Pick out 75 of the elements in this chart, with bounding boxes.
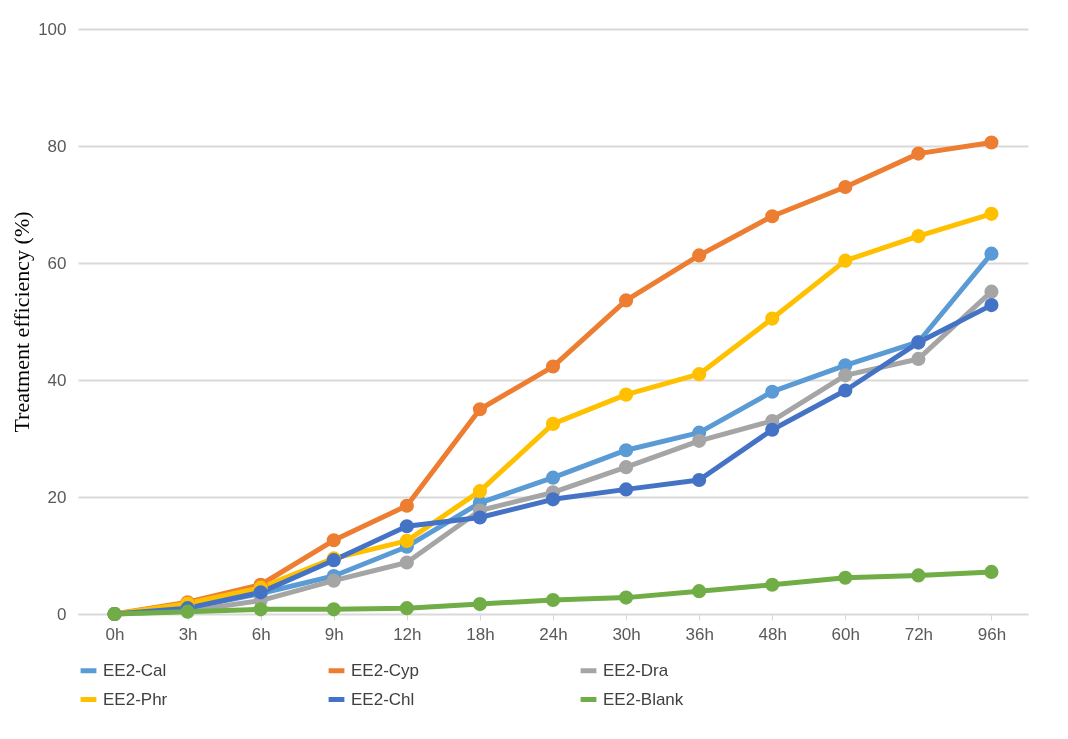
legend-label: EE2-Cal <box>103 660 167 680</box>
x-tick-label: 48h <box>758 624 787 644</box>
point <box>326 602 341 617</box>
point <box>984 135 999 150</box>
legend-label: EE2-Blank <box>603 689 684 709</box>
y-tick-label: 80 <box>47 136 67 156</box>
point <box>399 519 414 534</box>
x-tick-label: 0h <box>105 624 125 644</box>
point <box>472 597 487 612</box>
point <box>619 443 634 458</box>
point <box>838 368 853 383</box>
point <box>619 387 634 402</box>
point <box>765 422 780 437</box>
x-tick-label: 60h <box>831 624 860 644</box>
x-tick-label: 12h <box>393 624 422 644</box>
point <box>984 246 999 261</box>
legend-label: EE2-Chl <box>351 689 415 709</box>
y-tick-label: 0 <box>57 604 67 624</box>
point <box>984 564 999 579</box>
point <box>911 351 926 366</box>
x-tick-label: 18h <box>466 624 495 644</box>
point <box>253 602 268 617</box>
point <box>545 592 561 608</box>
x-tick-label: 36h <box>685 624 714 644</box>
x-tick-label: 6h <box>251 624 271 644</box>
point <box>472 510 487 525</box>
point <box>692 433 707 448</box>
x-tick-label: 96h <box>977 624 1007 644</box>
point <box>838 179 853 195</box>
point <box>619 460 634 475</box>
y-tick-label: 20 <box>47 487 67 507</box>
point <box>765 384 780 399</box>
y-axis-title: Treatment efficiency (%) <box>9 211 35 433</box>
point <box>545 416 561 431</box>
y-tick-label: 40 <box>47 370 67 390</box>
point <box>765 577 780 592</box>
point <box>326 573 341 588</box>
point <box>399 533 414 548</box>
point <box>911 568 926 583</box>
point <box>692 248 707 263</box>
x-tick-label: 30h <box>612 624 641 644</box>
x-tick-label: 72h <box>904 624 934 644</box>
point <box>911 146 926 161</box>
point <box>399 601 414 616</box>
point <box>545 492 561 507</box>
x-tick-label: 9h <box>324 624 344 644</box>
y-tick-label: 60 <box>47 253 67 273</box>
point <box>399 498 414 513</box>
point <box>326 533 341 548</box>
point <box>472 402 487 417</box>
legend-label: EE2-Dra <box>603 660 669 680</box>
point <box>545 359 561 374</box>
point <box>619 293 634 308</box>
point <box>984 284 999 299</box>
point <box>838 383 853 398</box>
point <box>692 472 707 488</box>
point <box>692 584 707 599</box>
y-tick-label: 100 <box>38 19 67 39</box>
point <box>692 367 707 382</box>
point <box>399 555 414 570</box>
x-tick-label: 24h <box>539 624 568 644</box>
point <box>765 311 780 326</box>
point <box>545 470 561 485</box>
point <box>472 484 487 499</box>
x-tick-label: 3h <box>178 624 198 644</box>
point <box>765 209 780 224</box>
point <box>838 253 853 268</box>
legend-label: EE2-Phr <box>103 689 168 709</box>
legend-label: EE2-Cyp <box>351 660 420 680</box>
point <box>911 229 926 244</box>
point <box>619 482 634 497</box>
point <box>984 206 999 221</box>
point <box>619 590 634 605</box>
point <box>984 298 999 313</box>
point <box>838 570 853 585</box>
